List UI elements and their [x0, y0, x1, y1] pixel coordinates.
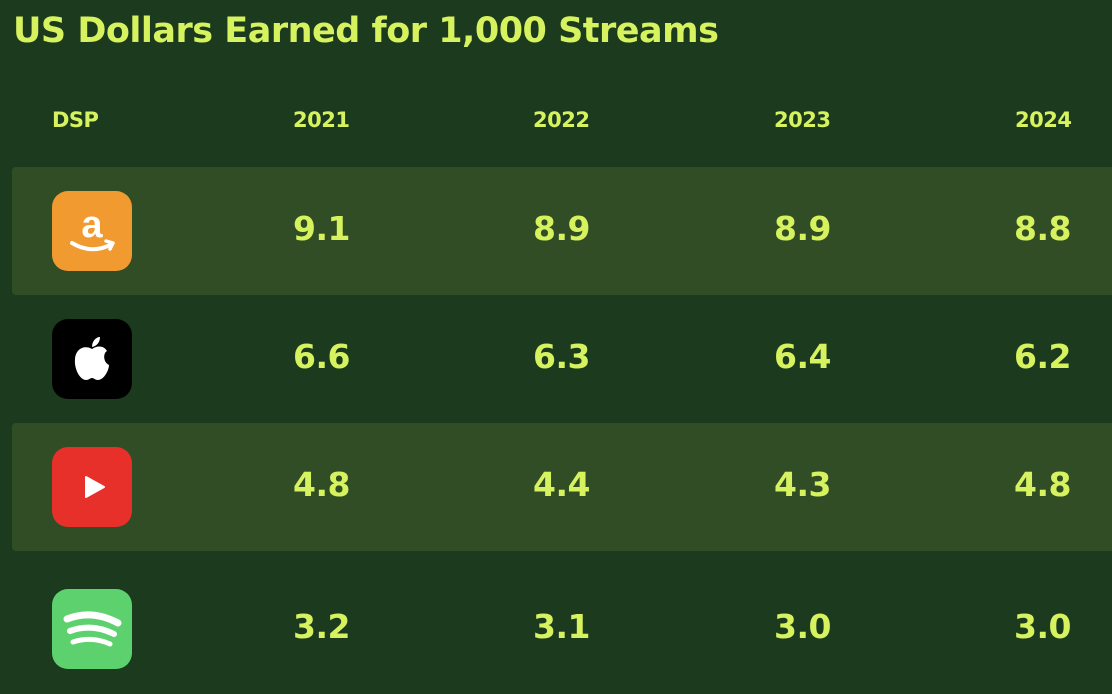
value-amazon-2024: 8.8 [1014, 209, 1071, 248]
table-row-apple: 6.6 6.3 6.4 6.2 [12, 295, 1112, 423]
table-header: DSP 2021 2022 2023 2024 [0, 108, 1112, 138]
value-youtube-2023: 4.3 [774, 465, 831, 504]
value-youtube-2022: 4.4 [533, 465, 590, 504]
chart-title: US Dollars Earned for 1,000 Streams [13, 11, 719, 51]
table-row-spotify: 3.2 3.1 3.0 3.0 [12, 556, 1112, 684]
svg-text:a: a [81, 204, 103, 246]
apple-music-icon [52, 319, 132, 399]
youtube-music-icon [52, 447, 132, 527]
value-amazon-2021: 9.1 [293, 209, 350, 248]
value-spotify-2022: 3.1 [533, 607, 590, 646]
column-header-2021: 2021 [293, 108, 350, 132]
value-amazon-2023: 8.9 [774, 209, 831, 248]
column-header-2022: 2022 [533, 108, 590, 132]
value-apple-2021: 6.6 [293, 337, 350, 376]
value-youtube-2024: 4.8 [1014, 465, 1071, 504]
spotify-icon [52, 589, 132, 669]
column-header-dsp: DSP [52, 108, 99, 132]
value-apple-2022: 6.3 [533, 337, 590, 376]
value-apple-2024: 6.2 [1014, 337, 1071, 376]
value-amazon-2022: 8.9 [533, 209, 590, 248]
value-spotify-2024: 3.0 [1014, 607, 1071, 646]
value-youtube-2021: 4.8 [293, 465, 350, 504]
value-spotify-2023: 3.0 [774, 607, 831, 646]
value-spotify-2021: 3.2 [293, 607, 350, 646]
table-row-youtube: 4.8 4.4 4.3 4.8 [12, 423, 1112, 551]
amazon-music-icon: a [52, 191, 132, 271]
table-row-amazon: a 9.1 8.9 8.9 8.8 [12, 167, 1112, 295]
column-header-2024: 2024 [1015, 108, 1072, 132]
value-apple-2023: 6.4 [774, 337, 831, 376]
column-header-2023: 2023 [774, 108, 831, 132]
